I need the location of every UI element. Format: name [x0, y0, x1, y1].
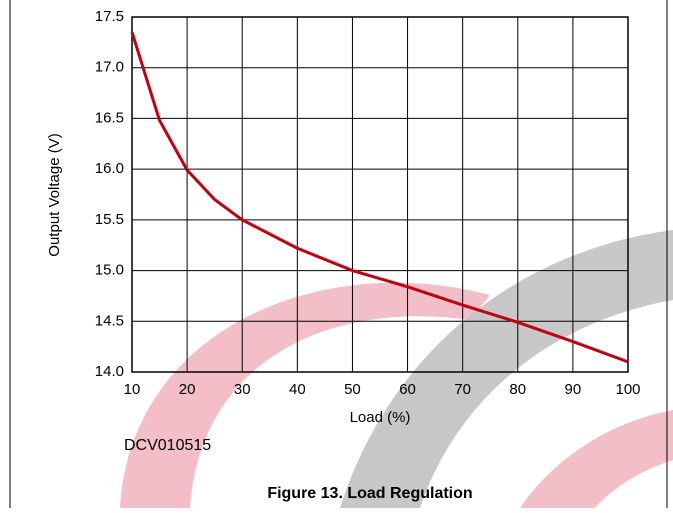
x-tick-label: 50 [344, 381, 361, 398]
y-tick-label: 14.0 [95, 363, 124, 380]
x-tick-label: 70 [454, 381, 471, 398]
y-tick-label: 16.5 [95, 109, 124, 126]
y-tick-label: 17.0 [95, 59, 124, 76]
x-axis-label: Load (%) [350, 409, 411, 426]
y-tick-label: 15.0 [95, 262, 124, 279]
x-tick-label: 40 [289, 381, 306, 398]
series-line [130, 31, 629, 364]
x-tick-label: 60 [399, 381, 416, 398]
y-axis-label: Output Voltage (V) [46, 133, 63, 256]
y-tick-label: 16.0 [95, 160, 124, 177]
x-tick-label: 10 [124, 381, 141, 398]
watermark [120, 230, 673, 508]
y-tick-label: 15.5 [95, 211, 124, 228]
y-tick-label: 14.5 [95, 312, 124, 329]
x-tick-label: 90 [565, 381, 582, 398]
plot-frame [131, 16, 629, 373]
y-tick-label: 17.5 [95, 8, 124, 25]
caption: Figure 13. Load Regulation [267, 485, 472, 502]
x-tick-label: 100 [615, 381, 640, 398]
x-tick-label: 30 [234, 381, 251, 398]
x-tick-label: 80 [509, 381, 526, 398]
figure-id: DCV010515 [124, 437, 211, 454]
x-tick-label: 20 [179, 381, 196, 398]
